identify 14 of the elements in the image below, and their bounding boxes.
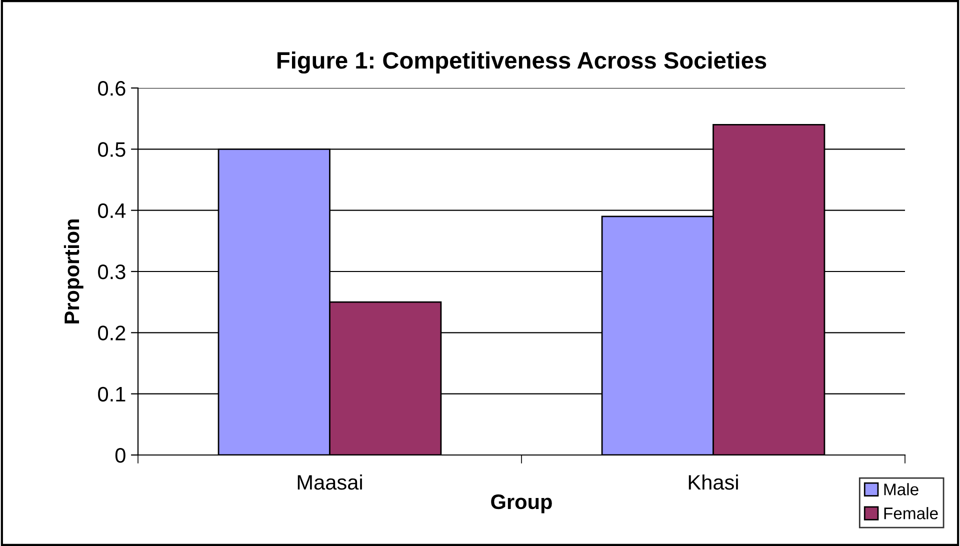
x-tick-label: Khasi [688,474,738,490]
y-tick-label: 0.2 [98,326,126,340]
y-tick-label: 0.6 [98,81,126,96]
y-tick-label: 0.1 [98,386,126,402]
y-tick-label: 0.4 [98,203,126,218]
y-axis-title: Proportion [64,220,84,324]
x-tick-label: Maasai [298,474,362,490]
y-tick-label: 0 [115,448,126,463]
chart-title: Figure 1: Competitiveness Across Societies [278,51,766,74]
legend-label: Male [884,483,918,496]
legend-label: Female [884,507,938,520]
x-axis-title: Group [491,494,552,514]
y-tick-label: 0.3 [98,264,126,280]
y-tick-label: 0.5 [98,142,126,157]
